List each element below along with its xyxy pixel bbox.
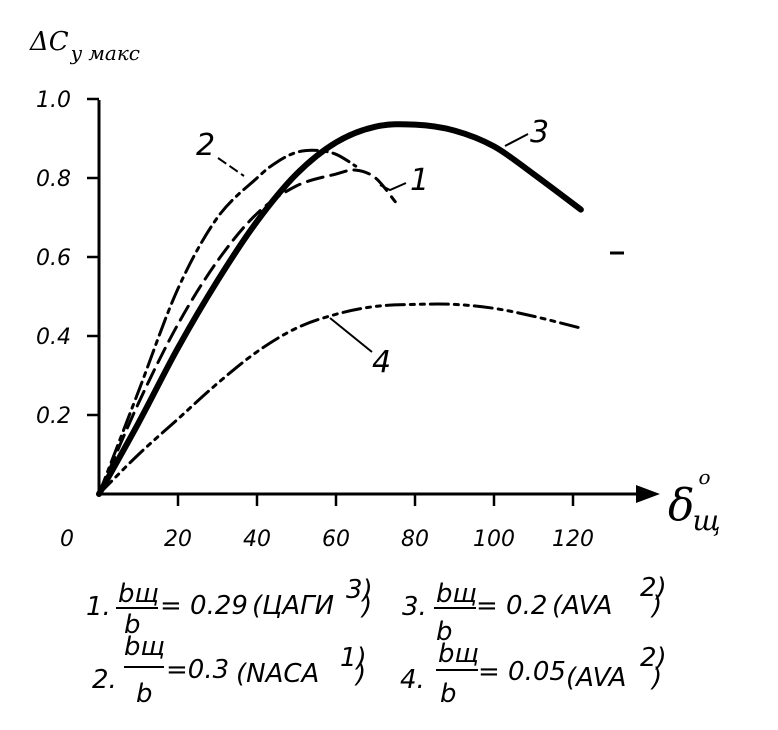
x-ticks: 20 40 60 80 100 120 — [164, 494, 594, 552]
y-axis-title: ΔC y макс — [29, 27, 140, 65]
legend-3-fraction-numerator: bщ — [436, 579, 477, 609]
legend-4-number: 4. — [400, 665, 425, 695]
legend-2-fraction-denominator: b — [136, 679, 153, 709]
origin-label: 0 — [60, 527, 74, 552]
legend-2-source: (NACA — [236, 659, 319, 689]
leader-line-1 — [379, 182, 407, 192]
legend-4-ref: 2) — [640, 643, 667, 673]
x-tick-label-0: 20 — [164, 527, 192, 552]
legend-1-number: 1. — [86, 592, 111, 622]
series-line-3 — [96, 121, 584, 497]
legend-item-2: 2. bщ b =0.3 (NACA 1) ) — [92, 632, 367, 709]
legend-1-fraction-numerator: bщ — [118, 579, 159, 609]
legend: 1. bщ b = 0.29 (ЦАГИ 3) ) 2. bщ b =0.3 (… — [86, 573, 667, 709]
leader-line-3 — [504, 133, 529, 147]
leader-line-2 — [217, 157, 245, 177]
y-ticks: 0.2 0.4 0.6 0.8 1.0 — [36, 88, 99, 429]
series-layer — [96, 121, 584, 497]
legend-item-1: 1. bщ b = 0.29 (ЦАГИ 3) ) — [86, 575, 373, 640]
legend-2-ref: 1) — [340, 643, 367, 673]
legend-1-fraction-denominator: b — [124, 610, 141, 640]
legend-3-number: 3. — [402, 592, 427, 622]
y-tick-label-4: 1.0 — [36, 88, 71, 113]
legend-2-close: ) — [354, 659, 366, 689]
curve-label-group-3: 3 — [504, 115, 549, 150]
curve-label-2: 2 — [196, 128, 215, 163]
leader-line-4 — [329, 317, 373, 353]
legend-3-value: = 0.2 — [476, 591, 547, 621]
legend-2-fraction-numerator: bщ — [124, 632, 165, 662]
curve-label-4: 4 — [372, 345, 391, 380]
curve-label-3: 3 — [530, 115, 549, 150]
series-line-1 — [97, 168, 397, 496]
x-axis-title: δщo — [668, 465, 721, 537]
legend-item-3: 3. bщ b = 0.2 (AVA 2) ) — [402, 573, 667, 647]
x-tick-label-1: 40 — [243, 527, 271, 552]
legend-1-ref: 3) — [346, 575, 373, 605]
legend-4-value: = 0.05 — [478, 657, 566, 687]
legend-1-value: = 0.29 — [160, 591, 248, 621]
legend-4-source: (AVA — [566, 663, 626, 693]
curve-label-group-1: 1 — [379, 163, 429, 198]
y-tick-label-2: 0.6 — [36, 246, 71, 271]
x-tick-label-5: 120 — [552, 527, 594, 552]
legend-3-source: (AVA — [552, 591, 612, 621]
legend-2-number: 2. — [92, 665, 117, 695]
y-tick-label-0: 0.2 — [36, 404, 71, 429]
legend-3-fraction-denominator: b — [436, 617, 453, 647]
series-line-4 — [97, 302, 583, 496]
legend-4-fraction-numerator: bщ — [438, 639, 479, 669]
y-tick-label-3: 0.8 — [36, 167, 71, 192]
legend-item-4: 4. bщ b = 0.05 (AVA 2) ) — [400, 639, 667, 709]
x-tick-label-3: 80 — [401, 527, 429, 552]
legend-1-close: ) — [360, 591, 372, 621]
curve-label-1: 1 — [410, 163, 429, 198]
legend-4-close: ) — [650, 663, 662, 693]
x-tick-label-4: 100 — [473, 527, 515, 552]
x-axis-arrowhead — [636, 485, 660, 503]
legend-2-value: =0.3 — [166, 655, 229, 685]
series-line-2 — [97, 148, 358, 496]
legend-3-close: ) — [650, 591, 662, 621]
curve-label-group-2: 2 — [196, 128, 245, 177]
legend-3-ref: 2) — [640, 573, 667, 603]
legend-4-fraction-denominator: b — [440, 679, 457, 709]
x-tick-label-2: 60 — [322, 527, 350, 552]
legend-1-source: (ЦАГИ — [252, 591, 334, 621]
curve-label-group-4: 4 — [329, 317, 391, 380]
y-tick-label-1: 0.4 — [36, 325, 71, 350]
